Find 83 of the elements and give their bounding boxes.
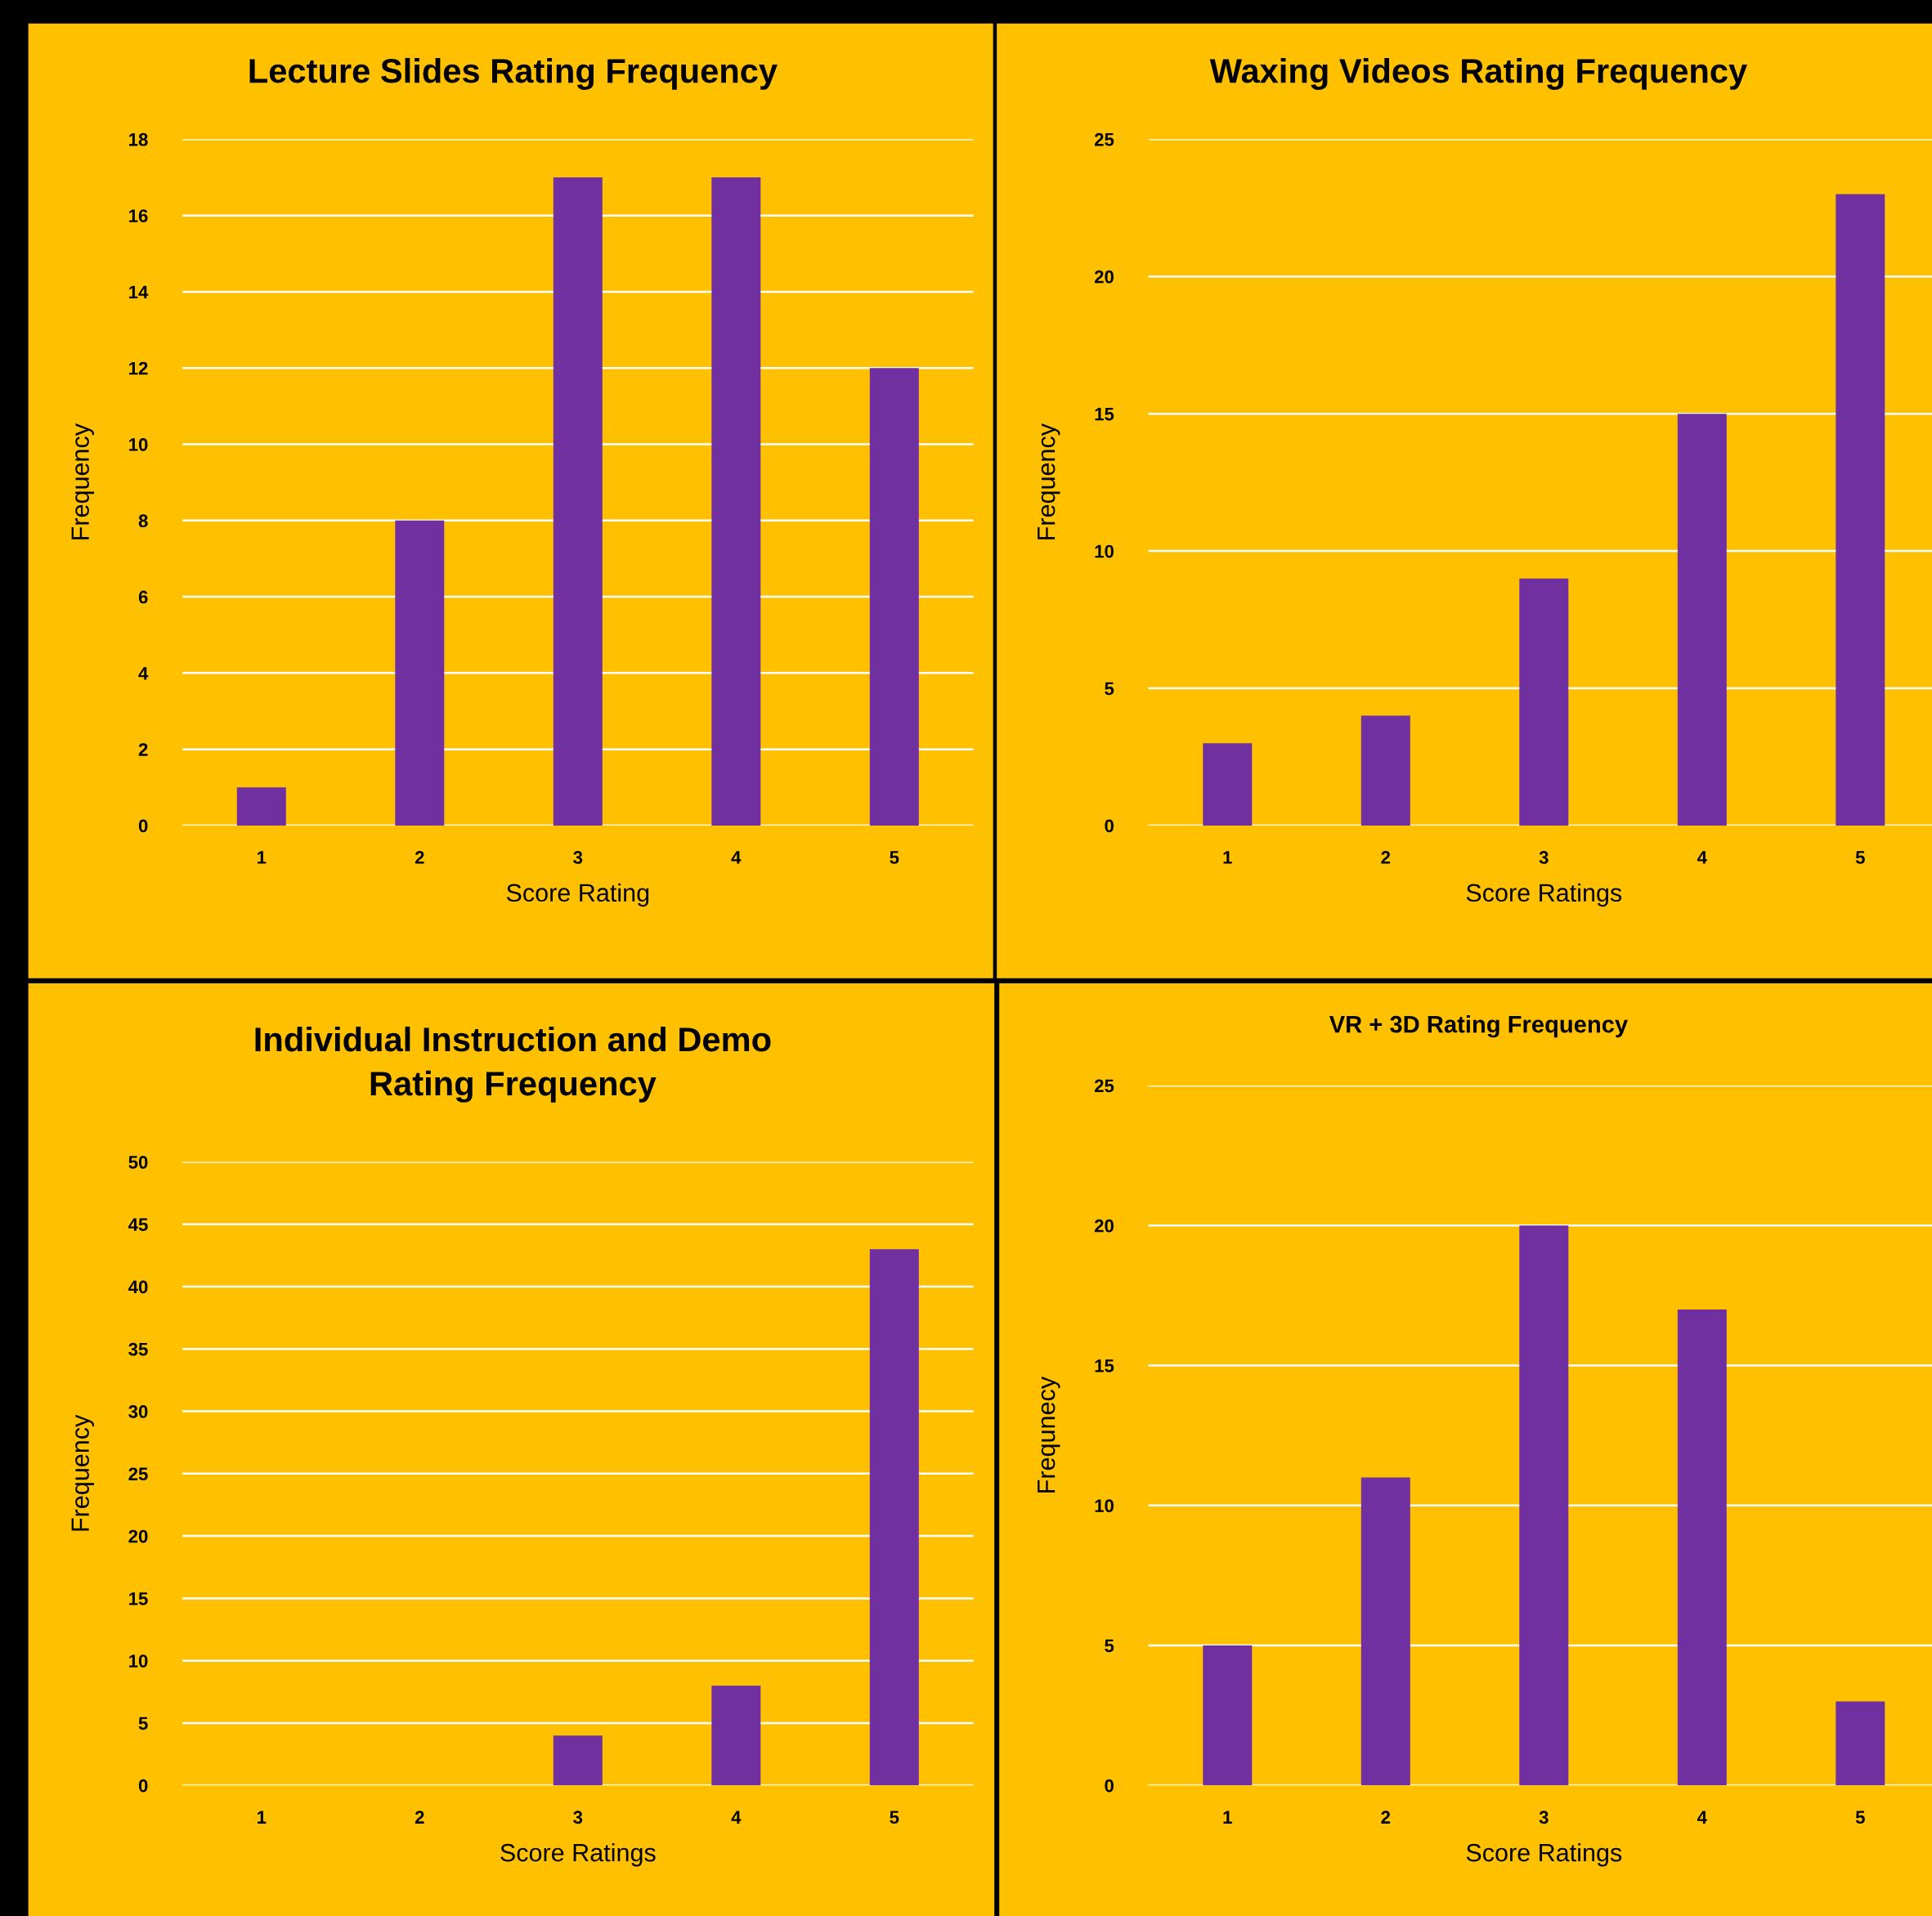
y-tick-label: 25 bbox=[1094, 1079, 1114, 1093]
y-tick-label: 10 bbox=[129, 1654, 148, 1668]
x-tick-label: 2 bbox=[1381, 851, 1391, 864]
x-tick-label: 3 bbox=[1539, 851, 1549, 864]
x-tick-label: 4 bbox=[731, 1811, 742, 1824]
y-axis-title: Frequency bbox=[1038, 423, 1060, 539]
bar bbox=[1519, 578, 1569, 826]
bar bbox=[1360, 1477, 1410, 1786]
bar bbox=[395, 520, 445, 826]
y-tick-label: 0 bbox=[1105, 819, 1114, 833]
y-tick-label: 40 bbox=[128, 1280, 148, 1294]
y-tick-label: 6 bbox=[138, 590, 148, 604]
x-tick-label: 5 bbox=[1855, 1811, 1865, 1824]
bar bbox=[1203, 743, 1253, 826]
y-tick-label: 25 bbox=[1094, 132, 1114, 146]
x-axis-title: Score Ratings bbox=[1466, 1842, 1622, 1867]
x-tick-label: 5 bbox=[890, 1811, 899, 1824]
x-tick-label: 1 bbox=[1223, 1811, 1232, 1824]
y-tick-label: 0 bbox=[138, 819, 148, 833]
y-tick-label: 20 bbox=[1094, 1219, 1114, 1233]
y-tick-label: 50 bbox=[128, 1156, 148, 1169]
y-tick-label: 4 bbox=[138, 667, 149, 680]
x-tick-label: 3 bbox=[573, 1811, 583, 1824]
x-tick-label: 4 bbox=[1697, 851, 1707, 864]
bar bbox=[711, 177, 761, 826]
y-tick-label: 30 bbox=[128, 1405, 148, 1418]
y-tick-label: 0 bbox=[1105, 1779, 1114, 1793]
x-tick-label: 3 bbox=[1539, 1811, 1549, 1824]
x-tick-label: 2 bbox=[415, 851, 424, 864]
y-tick-label: 0 bbox=[138, 1779, 148, 1793]
y-axis-title: Frequency bbox=[71, 423, 94, 539]
bar bbox=[1677, 1309, 1727, 1786]
y-tick-label: 16 bbox=[129, 209, 148, 222]
y-tick-label: 5 bbox=[1105, 1639, 1114, 1653]
y-tick-label: 5 bbox=[1105, 682, 1114, 696]
y-tick-label: 10 bbox=[129, 438, 148, 451]
y-tick-label: 2 bbox=[138, 743, 148, 756]
x-tick-label: 5 bbox=[890, 851, 899, 864]
y-tick-label: 14 bbox=[129, 285, 149, 298]
chart-title: Lecture Slides Rating Frequency bbox=[249, 57, 778, 90]
x-tick-label: 4 bbox=[1697, 1811, 1707, 1824]
y-tick-label: 15 bbox=[129, 1592, 148, 1605]
x-tick-label: 5 bbox=[1855, 851, 1865, 864]
chart-title: Waxing Videos Rating Frequency bbox=[1209, 57, 1747, 90]
bar bbox=[1360, 715, 1410, 826]
x-tick-label: 2 bbox=[1381, 1811, 1391, 1824]
x-tick-label: 2 bbox=[415, 1811, 424, 1824]
x-tick-label: 1 bbox=[258, 851, 267, 864]
x-tick-label: 1 bbox=[1223, 851, 1232, 864]
y-axis-title: Frequnecy bbox=[1038, 1376, 1060, 1493]
y-tick-label: 15 bbox=[1095, 407, 1114, 421]
bar bbox=[869, 1249, 919, 1786]
bar bbox=[1519, 1225, 1569, 1786]
y-tick-label: 35 bbox=[128, 1342, 148, 1356]
bar bbox=[236, 787, 286, 826]
chart-title: VR + 3D Rating Frequency bbox=[1329, 1015, 1629, 1038]
bar bbox=[1677, 414, 1727, 826]
y-tick-label: 45 bbox=[128, 1218, 148, 1232]
bar bbox=[1836, 1701, 1885, 1786]
bar bbox=[1836, 194, 1885, 826]
x-axis-title: Score Rating bbox=[506, 883, 649, 907]
y-tick-label: 5 bbox=[138, 1717, 148, 1730]
chart-title: Individual Instruction and Demo Rating Frequency bbox=[255, 1026, 771, 1103]
x-axis-title: Score Ratings bbox=[500, 1842, 656, 1867]
x-tick-label: 1 bbox=[258, 1811, 267, 1824]
y-tick-label: 18 bbox=[129, 132, 148, 146]
x-tick-label: 3 bbox=[573, 851, 583, 864]
y-tick-label: 25 bbox=[128, 1467, 148, 1481]
bar bbox=[553, 177, 603, 826]
y-axis-title: Frequency bbox=[71, 1414, 94, 1531]
y-tick-label: 20 bbox=[128, 1529, 148, 1543]
y-tick-label: 20 bbox=[1094, 270, 1114, 284]
bar bbox=[869, 368, 919, 826]
x-tick-label: 4 bbox=[731, 851, 742, 864]
y-tick-label: 15 bbox=[1095, 1359, 1114, 1372]
y-tick-label: 8 bbox=[138, 514, 148, 528]
y-tick-label: 12 bbox=[129, 361, 148, 375]
bar bbox=[553, 1735, 603, 1786]
y-tick-label: 10 bbox=[1095, 1499, 1114, 1513]
bar bbox=[1203, 1645, 1253, 1786]
x-axis-title: Score Ratings bbox=[1466, 883, 1622, 907]
bar bbox=[711, 1685, 761, 1786]
y-tick-label: 10 bbox=[1095, 544, 1114, 558]
